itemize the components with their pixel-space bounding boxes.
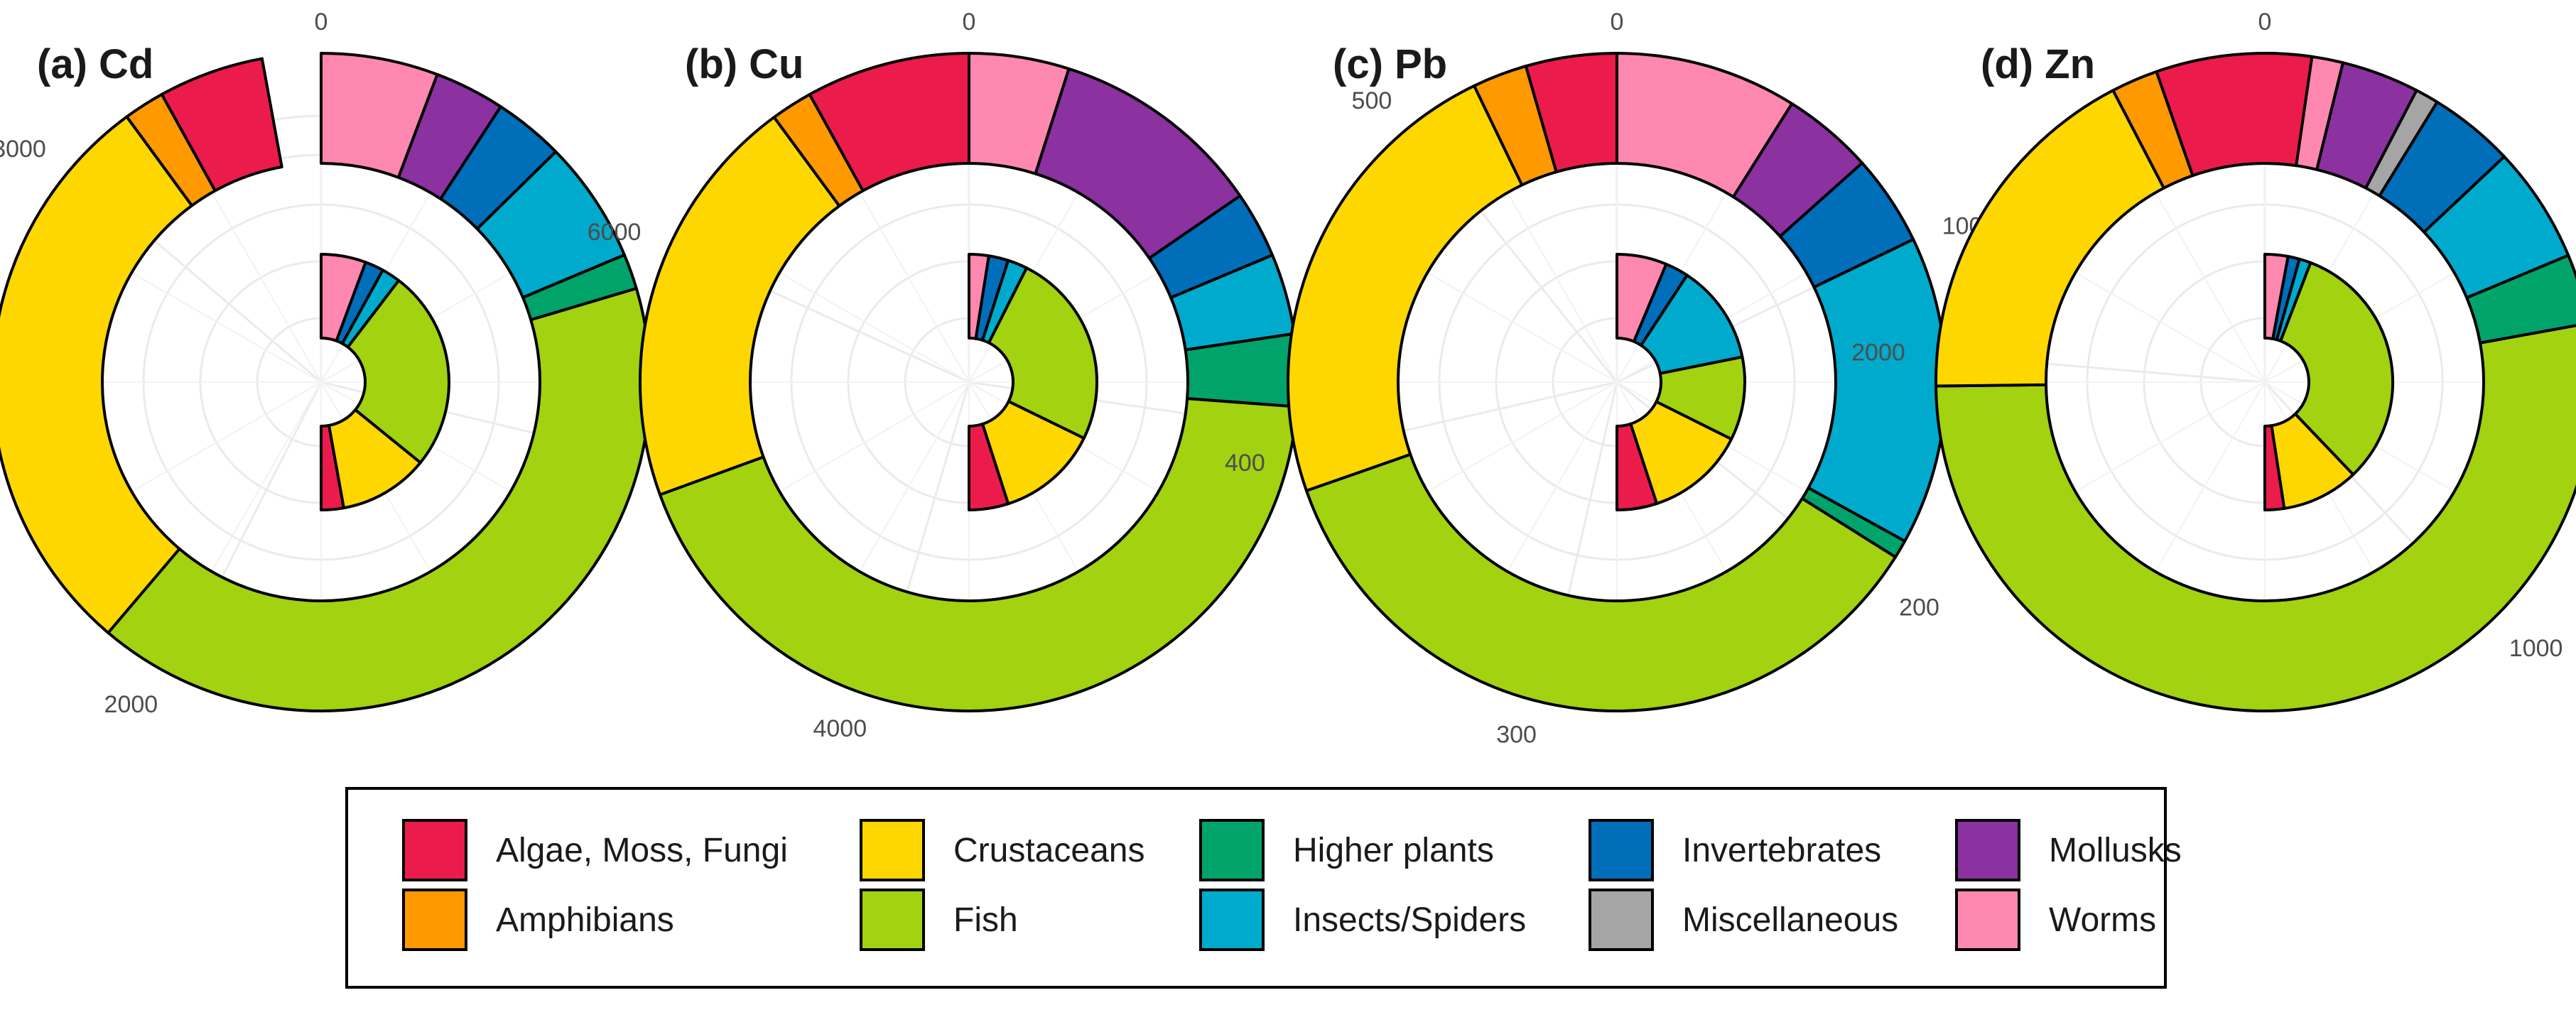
- outer-slice-algae-moss-fungi: [160, 57, 283, 192]
- tick-label: 0: [963, 9, 976, 36]
- outer-slice-fish: [1304, 452, 1898, 712]
- tick-label: 0: [2258, 9, 2272, 36]
- legend-swatch-higher-plants: [1199, 819, 1265, 881]
- legend-label-insects-spiders: Insects/Spiders: [1293, 901, 1526, 939]
- inner-slice-fish: [2279, 261, 2394, 477]
- inner-slice-algae-moss-fungi: [968, 423, 1010, 511]
- tick-label: 400: [1225, 450, 1265, 477]
- inner-slice-crustaceans: [981, 400, 1086, 506]
- tick-label: 500: [1352, 87, 1392, 114]
- legend-swatch-mollusks: [1955, 819, 2020, 881]
- legend-label-higher-plants: Higher plants: [1293, 832, 1494, 869]
- panel-title: (c) Pb: [1333, 41, 1447, 87]
- legend-label-invertebrates: Invertebrates: [1682, 832, 1881, 869]
- legend-box: [345, 787, 2167, 989]
- inner-slice-crustaceans: [327, 408, 422, 510]
- legend-swatch-insects-spiders: [1199, 889, 1265, 951]
- inner-slice-algae-moss-fungi: [2263, 424, 2286, 511]
- outer-slice-insects-spiders: [1807, 238, 1947, 543]
- legend-swatch-crustaceans: [860, 819, 925, 881]
- inner-slice-algae-moss-fungi: [320, 424, 345, 511]
- inner-slice-algae-moss-fungi: [1616, 422, 1659, 511]
- legend-label-algae-moss-fungi: Algae, Moss, Fungi: [496, 832, 788, 869]
- chart-panel-d-zn: (d) Zn 0 1000 2000: [1851, 9, 2576, 712]
- outer-slice-algae-moss-fungi: [808, 52, 970, 192]
- outer-slice-crustaceans: [0, 115, 194, 634]
- legend-swatch-invertebrates: [1589, 819, 1654, 881]
- tick-label: 2000: [1851, 339, 1905, 366]
- legend-swatch-worms: [1955, 889, 2020, 951]
- tick-label: 1000: [2509, 635, 2563, 662]
- outer-slice-fish: [658, 397, 1299, 713]
- tick-label: 300: [1496, 721, 1537, 748]
- inner-slice-crustaceans: [1629, 400, 1733, 506]
- legend: Algae, Moss, Fungi Amphibians Crustaceans F…: [345, 787, 2182, 989]
- chart-panel-a-cd: (a) Cd0100020003000: [0, 9, 726, 718]
- legend-label-amphibians: Amphibians: [496, 901, 674, 939]
- legend-swatch-algae-moss-fungi: [402, 819, 467, 881]
- panel-title: (b) Cu: [685, 41, 804, 87]
- outer-slice-crustaceans: [1287, 84, 1524, 492]
- legend-label-miscellaneous: Miscellaneous: [1682, 901, 1898, 939]
- tick-label: 6000: [588, 219, 642, 246]
- tick-label: 3000: [0, 136, 46, 163]
- chart-panel-b-cu: (b) Cu0200040006000: [588, 9, 1380, 742]
- outer-slice-fish: [1934, 324, 2576, 712]
- legend-swatch-fish: [860, 889, 925, 951]
- panel-title: (d) Zn: [1981, 41, 2095, 87]
- inner-slice-fish: [987, 266, 1098, 440]
- legend-label-crustaceans: Crustaceans: [953, 832, 1144, 869]
- inner-slice-insects-spiders: [1640, 273, 1744, 375]
- outer-slice-crustaceans: [639, 116, 841, 496]
- legend-label-worms: Worms: [2049, 901, 2156, 939]
- tick-label: 0: [315, 9, 328, 36]
- outer-slice-algae-moss-fungi: [2155, 52, 2314, 178]
- outer-slice-fish: [107, 287, 651, 712]
- panel-title: (a) Cd: [37, 41, 153, 87]
- tick-label: 0: [1611, 9, 1624, 36]
- legend-label-mollusks: Mollusks: [2049, 832, 2182, 869]
- outer-slice-algae-moss-fungi: [1524, 52, 1618, 174]
- inner-slice-fish: [346, 278, 450, 465]
- legend-label-fish: Fish: [953, 901, 1018, 939]
- tick-label: 4000: [813, 715, 867, 742]
- outer-slice-crustaceans: [1934, 89, 2165, 388]
- legend-swatch-miscellaneous: [1589, 889, 1654, 951]
- tick-label: 200: [1899, 594, 1939, 621]
- tick-label: 2000: [104, 691, 158, 718]
- legend-swatch-amphibians: [402, 889, 467, 951]
